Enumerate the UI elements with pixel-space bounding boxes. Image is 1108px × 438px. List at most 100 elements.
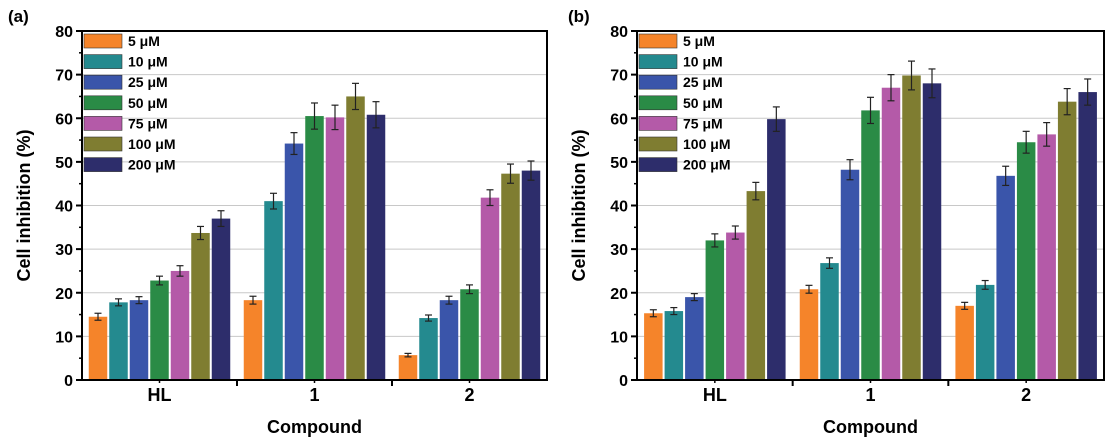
bar bbox=[129, 300, 149, 380]
bar bbox=[88, 316, 108, 380]
legend-swatch bbox=[638, 74, 678, 90]
x-category-label: 2 bbox=[464, 385, 474, 405]
y-tick-label: 30 bbox=[610, 242, 628, 259]
legend-label: 5 μM bbox=[128, 33, 160, 49]
legend-label: 10 μM bbox=[683, 54, 723, 70]
y-tick-label: 0 bbox=[64, 373, 73, 390]
y-tick-label: 60 bbox=[610, 111, 628, 128]
y-tick-label: 10 bbox=[55, 329, 73, 346]
bar bbox=[480, 197, 500, 380]
legend-label: 5 μM bbox=[683, 33, 715, 49]
x-axis-label: Compound bbox=[267, 417, 362, 437]
bar bbox=[820, 263, 839, 380]
legend-label: 100 μM bbox=[683, 136, 730, 152]
x-category-label: 1 bbox=[309, 385, 319, 405]
y-tick-label: 10 bbox=[610, 329, 628, 346]
bar bbox=[746, 191, 766, 380]
legend-label: 25 μM bbox=[128, 74, 168, 90]
legend-swatch bbox=[638, 136, 678, 152]
legend-swatch bbox=[83, 116, 123, 131]
legend-label: 75 μM bbox=[683, 115, 723, 131]
bar bbox=[705, 240, 725, 380]
bar bbox=[264, 201, 283, 380]
y-tick-label: 70 bbox=[610, 68, 628, 85]
y-tick-label: 20 bbox=[55, 286, 73, 303]
y-tick-label: 50 bbox=[610, 155, 628, 172]
bar bbox=[170, 270, 190, 380]
y-tick-label: 80 bbox=[55, 24, 73, 41]
bar bbox=[1057, 101, 1077, 381]
y-tick-label: 70 bbox=[55, 68, 73, 85]
legend-label: 75 μM bbox=[128, 115, 168, 131]
bar bbox=[191, 232, 210, 380]
bar bbox=[521, 170, 541, 380]
bar bbox=[211, 218, 231, 380]
legend-swatch bbox=[638, 95, 678, 111]
bar bbox=[902, 75, 921, 380]
legend-swatch bbox=[83, 157, 123, 172]
bar bbox=[955, 305, 974, 380]
legend-label: 50 μM bbox=[128, 95, 168, 111]
legend-label: 50 μM bbox=[683, 95, 723, 111]
legend-label: 200 μM bbox=[683, 157, 730, 173]
panel-label: (b) bbox=[568, 7, 590, 26]
bar bbox=[439, 300, 459, 380]
legend-label: 200 μM bbox=[128, 157, 175, 173]
x-category-label: 1 bbox=[865, 385, 875, 405]
bar bbox=[460, 289, 479, 380]
bar bbox=[840, 169, 860, 380]
legend-swatch bbox=[83, 33, 123, 49]
bar bbox=[346, 96, 365, 380]
bar bbox=[644, 313, 663, 380]
bar bbox=[501, 173, 520, 380]
x-category-label: 2 bbox=[1021, 385, 1031, 405]
y-tick-label: 40 bbox=[610, 199, 628, 216]
bar bbox=[799, 289, 819, 380]
legend-swatch bbox=[83, 74, 123, 90]
legend-swatch bbox=[83, 136, 123, 152]
chart-panel-b: 0 10 20 30 40 50 60 70 80 HL 1 2 Compound Cell inhibi… bbox=[568, 7, 1105, 437]
legend: 5 μM 10 μM 25 μM 50 μM 75 μM 100 μM 200 μM bbox=[83, 33, 175, 173]
bar bbox=[1037, 134, 1056, 380]
legend-swatch bbox=[638, 33, 678, 49]
x-category-label: HL bbox=[148, 385, 172, 405]
y-tick-label: 50 bbox=[55, 155, 73, 172]
bar bbox=[284, 143, 304, 380]
bar bbox=[685, 297, 704, 380]
bar bbox=[861, 110, 880, 381]
legend-swatch bbox=[638, 157, 678, 172]
legend-label: 25 μM bbox=[683, 74, 723, 90]
x-axis-label: Compound bbox=[823, 417, 918, 437]
y-tick-label: 60 bbox=[55, 111, 73, 128]
bar bbox=[243, 300, 263, 380]
bar bbox=[767, 119, 786, 380]
y-axis-label: Cell inhibition (%) bbox=[14, 130, 34, 282]
bar bbox=[975, 284, 995, 380]
panel-label: (a) bbox=[8, 7, 29, 26]
y-tick-label: 20 bbox=[610, 286, 628, 303]
legend-label: 10 μM bbox=[128, 54, 168, 70]
bar bbox=[109, 302, 128, 380]
y-tick-label: 0 bbox=[619, 373, 628, 390]
bar bbox=[996, 175, 1015, 380]
legend-swatch bbox=[83, 54, 123, 69]
legend-swatch bbox=[638, 54, 678, 69]
legend-swatch bbox=[83, 95, 123, 111]
bar bbox=[305, 116, 324, 380]
bar bbox=[664, 311, 684, 380]
bar bbox=[325, 117, 345, 380]
bar bbox=[726, 232, 745, 380]
chart-panel-a: 0 10 20 30 40 50 60 70 80 HL 1 2 Compound Cell inhibi… bbox=[8, 7, 548, 437]
bar bbox=[150, 280, 169, 380]
legend-swatch bbox=[638, 116, 678, 131]
bar bbox=[922, 83, 942, 380]
bar bbox=[1016, 142, 1036, 380]
bar bbox=[419, 318, 438, 380]
bar bbox=[1078, 92, 1097, 380]
y-tick-label: 30 bbox=[55, 242, 73, 259]
y-tick-label: 80 bbox=[610, 24, 628, 41]
bar bbox=[881, 87, 901, 381]
x-category-label: HL bbox=[703, 385, 727, 405]
bar bbox=[398, 355, 418, 380]
bar bbox=[366, 114, 386, 380]
